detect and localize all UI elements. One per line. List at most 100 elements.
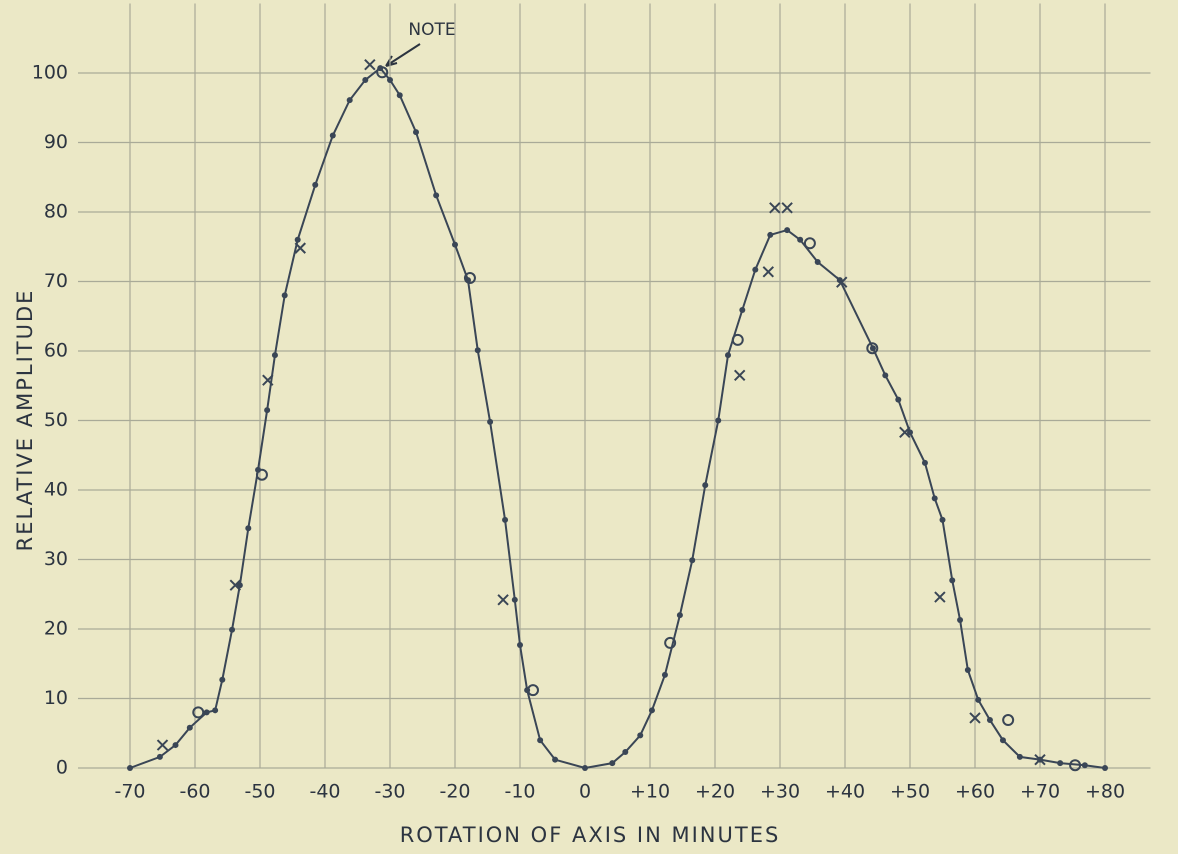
- point: [784, 227, 791, 234]
- x-tick-label: 0: [579, 781, 591, 803]
- point: [271, 352, 278, 359]
- x-tick-label: +30: [760, 781, 800, 803]
- point: [733, 369, 746, 382]
- x-tick-label: +40: [825, 781, 865, 803]
- x-tick-label: +20: [695, 781, 735, 803]
- x-tick-label: +50: [890, 781, 930, 803]
- point: [739, 306, 746, 313]
- point: [895, 396, 902, 403]
- x-tick-label: -20: [439, 781, 470, 803]
- point: [387, 76, 393, 83]
- y-tick-label: 40: [44, 479, 68, 501]
- point: [1102, 765, 1108, 771]
- point: [262, 374, 274, 386]
- y-tick-label: 100: [32, 62, 68, 84]
- annotation: NOTE: [408, 20, 455, 40]
- point: [803, 237, 816, 250]
- point: [346, 97, 353, 104]
- point: [552, 756, 559, 763]
- point: [172, 742, 179, 749]
- point: [497, 594, 509, 606]
- point: [229, 579, 242, 591]
- point: [413, 129, 419, 136]
- point: [907, 429, 913, 436]
- point: [767, 231, 774, 238]
- point: [463, 272, 476, 285]
- point: [814, 259, 821, 266]
- point: [582, 765, 588, 771]
- x-tick-label: +60: [955, 781, 995, 803]
- point: [957, 616, 964, 623]
- point: [364, 58, 376, 71]
- point: [312, 181, 319, 188]
- point: [192, 706, 205, 719]
- point: [731, 333, 744, 346]
- point: [245, 525, 252, 532]
- point: [661, 671, 668, 678]
- point: [715, 417, 722, 424]
- y-tick-label: 50: [44, 409, 68, 431]
- point: [487, 418, 494, 425]
- point: [986, 717, 993, 724]
- point: [637, 732, 644, 739]
- x-tick-label: +10: [630, 781, 670, 803]
- y-tick-label: 0: [56, 757, 68, 779]
- point: [433, 192, 440, 199]
- point: [999, 737, 1006, 744]
- point: [609, 760, 616, 767]
- point: [527, 684, 539, 697]
- point: [931, 495, 938, 502]
- point: [797, 236, 804, 243]
- point: [186, 724, 193, 731]
- point: [648, 707, 655, 714]
- y-tick-label: 20: [44, 618, 68, 640]
- point: [975, 696, 982, 703]
- point: [517, 641, 523, 648]
- point: [219, 676, 226, 683]
- point: [866, 342, 879, 355]
- y-tick-label: 70: [44, 270, 68, 292]
- point: [229, 626, 236, 633]
- point: [781, 202, 793, 214]
- point: [725, 352, 731, 359]
- line: [129, 66, 1106, 770]
- point: [836, 276, 848, 288]
- point: [689, 557, 696, 564]
- point: [156, 753, 163, 760]
- point: [1057, 760, 1064, 767]
- x-tick-label: -10: [504, 781, 535, 803]
- point: [934, 591, 946, 603]
- y-tick-label: 80: [44, 201, 68, 223]
- point: [264, 407, 271, 414]
- point: [964, 667, 971, 674]
- annotation-arrow: [385, 43, 421, 67]
- point: [203, 709, 210, 716]
- point: [502, 516, 509, 523]
- point: [702, 482, 709, 489]
- point: [969, 712, 981, 724]
- point: [362, 76, 369, 83]
- y-tick-label: 10: [44, 687, 68, 709]
- point: [949, 577, 956, 584]
- x-tick-label: -60: [179, 781, 210, 803]
- point: [474, 347, 481, 354]
- point: [752, 266, 759, 273]
- point: [294, 242, 307, 254]
- point: [212, 707, 219, 714]
- point: [376, 66, 389, 79]
- point: [899, 426, 911, 439]
- y-tick-label: 60: [44, 340, 68, 362]
- y-tick-label: 30: [44, 548, 68, 570]
- y-tick-label: 90: [44, 131, 68, 153]
- point: [255, 468, 268, 481]
- point: [1069, 759, 1082, 772]
- point: [762, 266, 775, 278]
- x-tick-label: +70: [1020, 781, 1060, 803]
- point: [939, 516, 946, 523]
- x-tick-label: +80: [1085, 781, 1125, 803]
- point: [882, 372, 889, 379]
- point: [869, 345, 876, 352]
- point: [664, 636, 677, 649]
- point: [769, 202, 781, 214]
